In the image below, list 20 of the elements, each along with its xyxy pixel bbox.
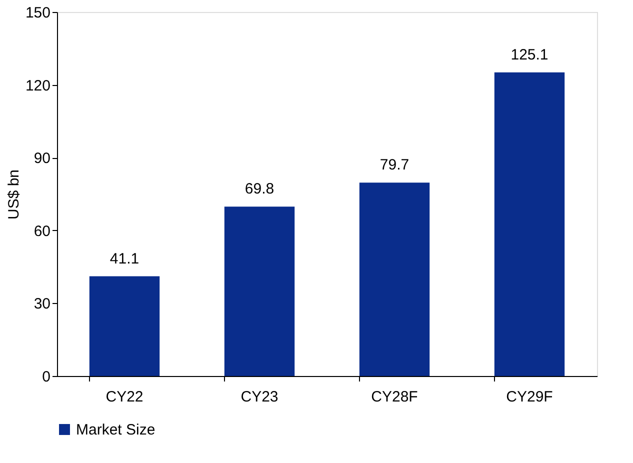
data-label: 125.1: [510, 46, 548, 64]
bar: [494, 72, 565, 376]
bar: [89, 276, 160, 376]
y-tick-label: 120: [25, 77, 50, 94]
data-label: 41.1: [110, 250, 140, 268]
legend-label: Market Size: [76, 422, 156, 438]
x-tick-label: CY28F: [371, 388, 418, 406]
y-tick-label: 60: [34, 222, 50, 240]
y-tick-label: 150: [25, 4, 50, 22]
y-tick-label: 0: [42, 368, 50, 386]
x-tick-label: CY23: [240, 388, 278, 406]
x-tick-label: CY22: [106, 388, 144, 406]
data-label: 79.7: [380, 156, 410, 174]
bar: [224, 206, 295, 376]
y-axis-title: US$ bn: [5, 169, 22, 220]
y-tick-label: 30: [34, 296, 50, 313]
y-tick-label: 90: [34, 150, 50, 168]
x-tick-label: CY29F: [506, 388, 553, 406]
bar: [359, 182, 430, 376]
data-label: 69.8: [244, 180, 274, 198]
